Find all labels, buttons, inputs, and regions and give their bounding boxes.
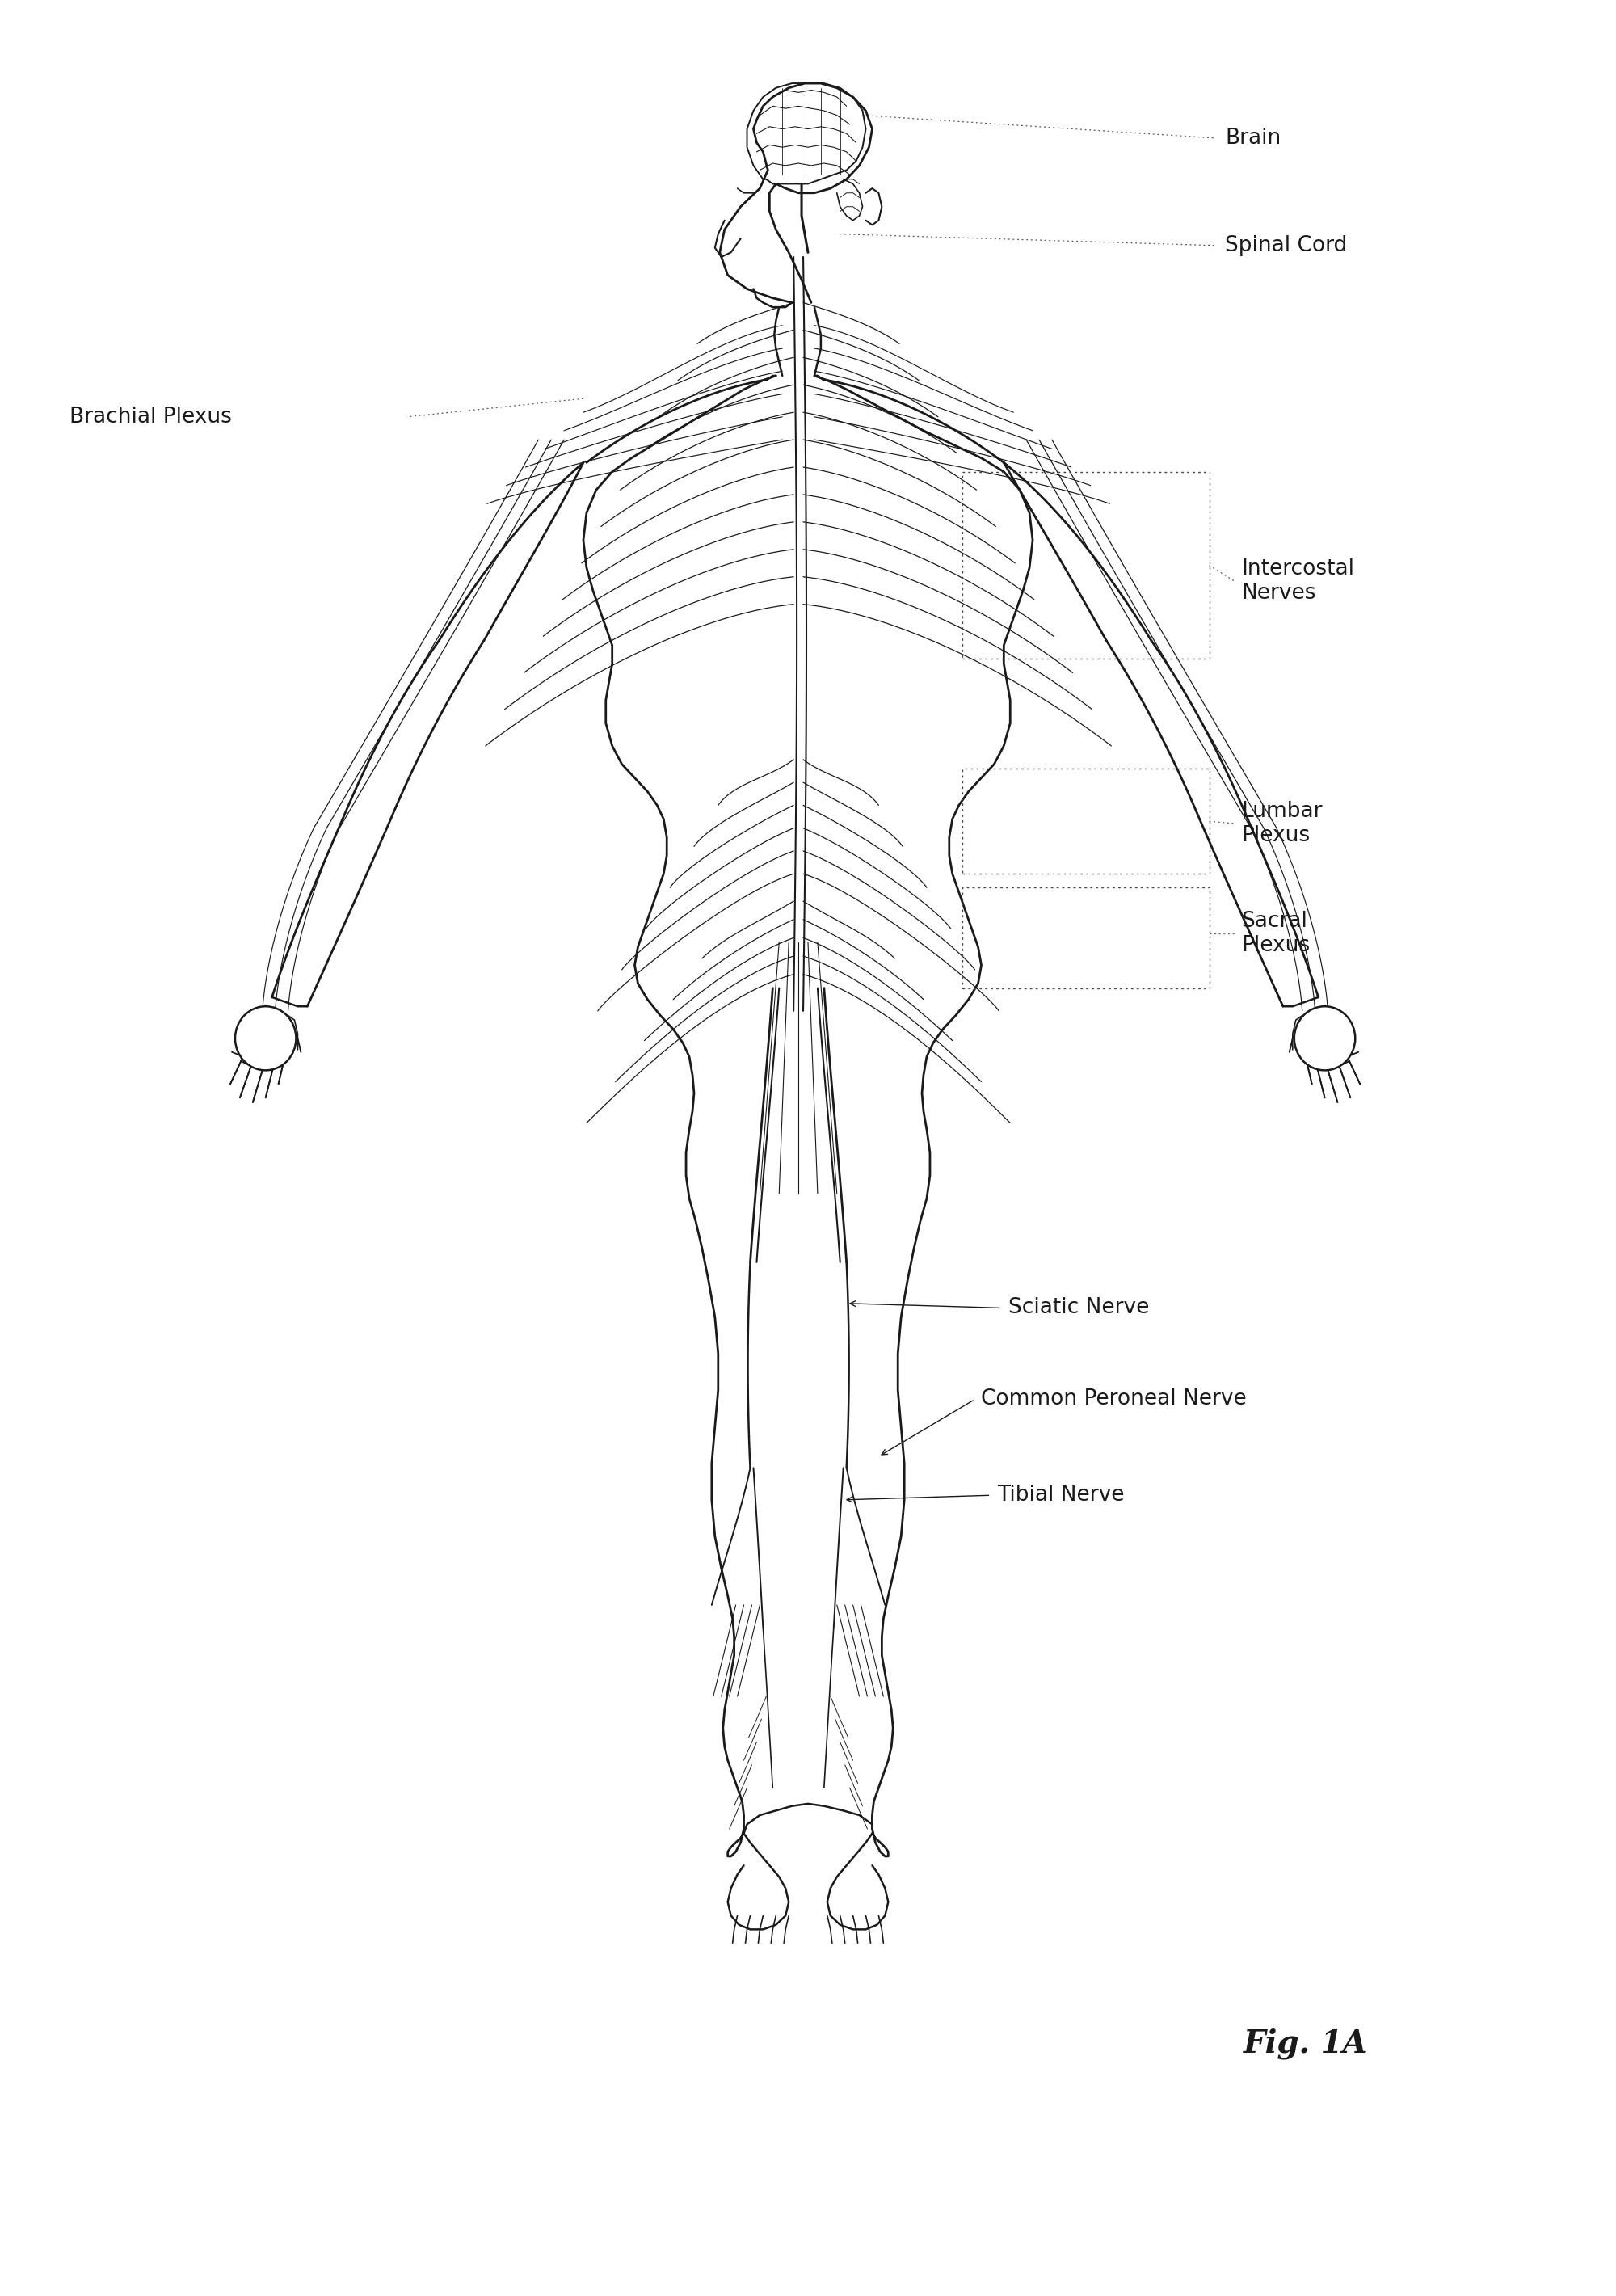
Text: Intercostal
Nerves: Intercostal Nerves [1241,558,1354,604]
Ellipse shape [234,1006,296,1070]
Text: Sciatic Nerve: Sciatic Nerve [1008,1297,1149,1318]
Bar [962,769,1209,875]
Text: Tibial Nerve: Tibial Nerve [997,1486,1125,1506]
Bar [962,471,1209,659]
Ellipse shape [1294,1006,1356,1070]
Text: Fig. 1A: Fig. 1A [1243,2027,1367,2060]
Text: Brain: Brain [1225,129,1281,149]
Text: Brachial Plexus: Brachial Plexus [69,406,233,427]
Text: Spinal Cord: Spinal Cord [1225,234,1348,257]
Bar [962,889,1209,987]
Text: Lumbar
Plexus: Lumbar Plexus [1241,801,1322,847]
Text: Common Peroneal Nerve: Common Peroneal Nerve [981,1389,1248,1410]
Text: Sacral
Plexus: Sacral Plexus [1241,912,1311,955]
